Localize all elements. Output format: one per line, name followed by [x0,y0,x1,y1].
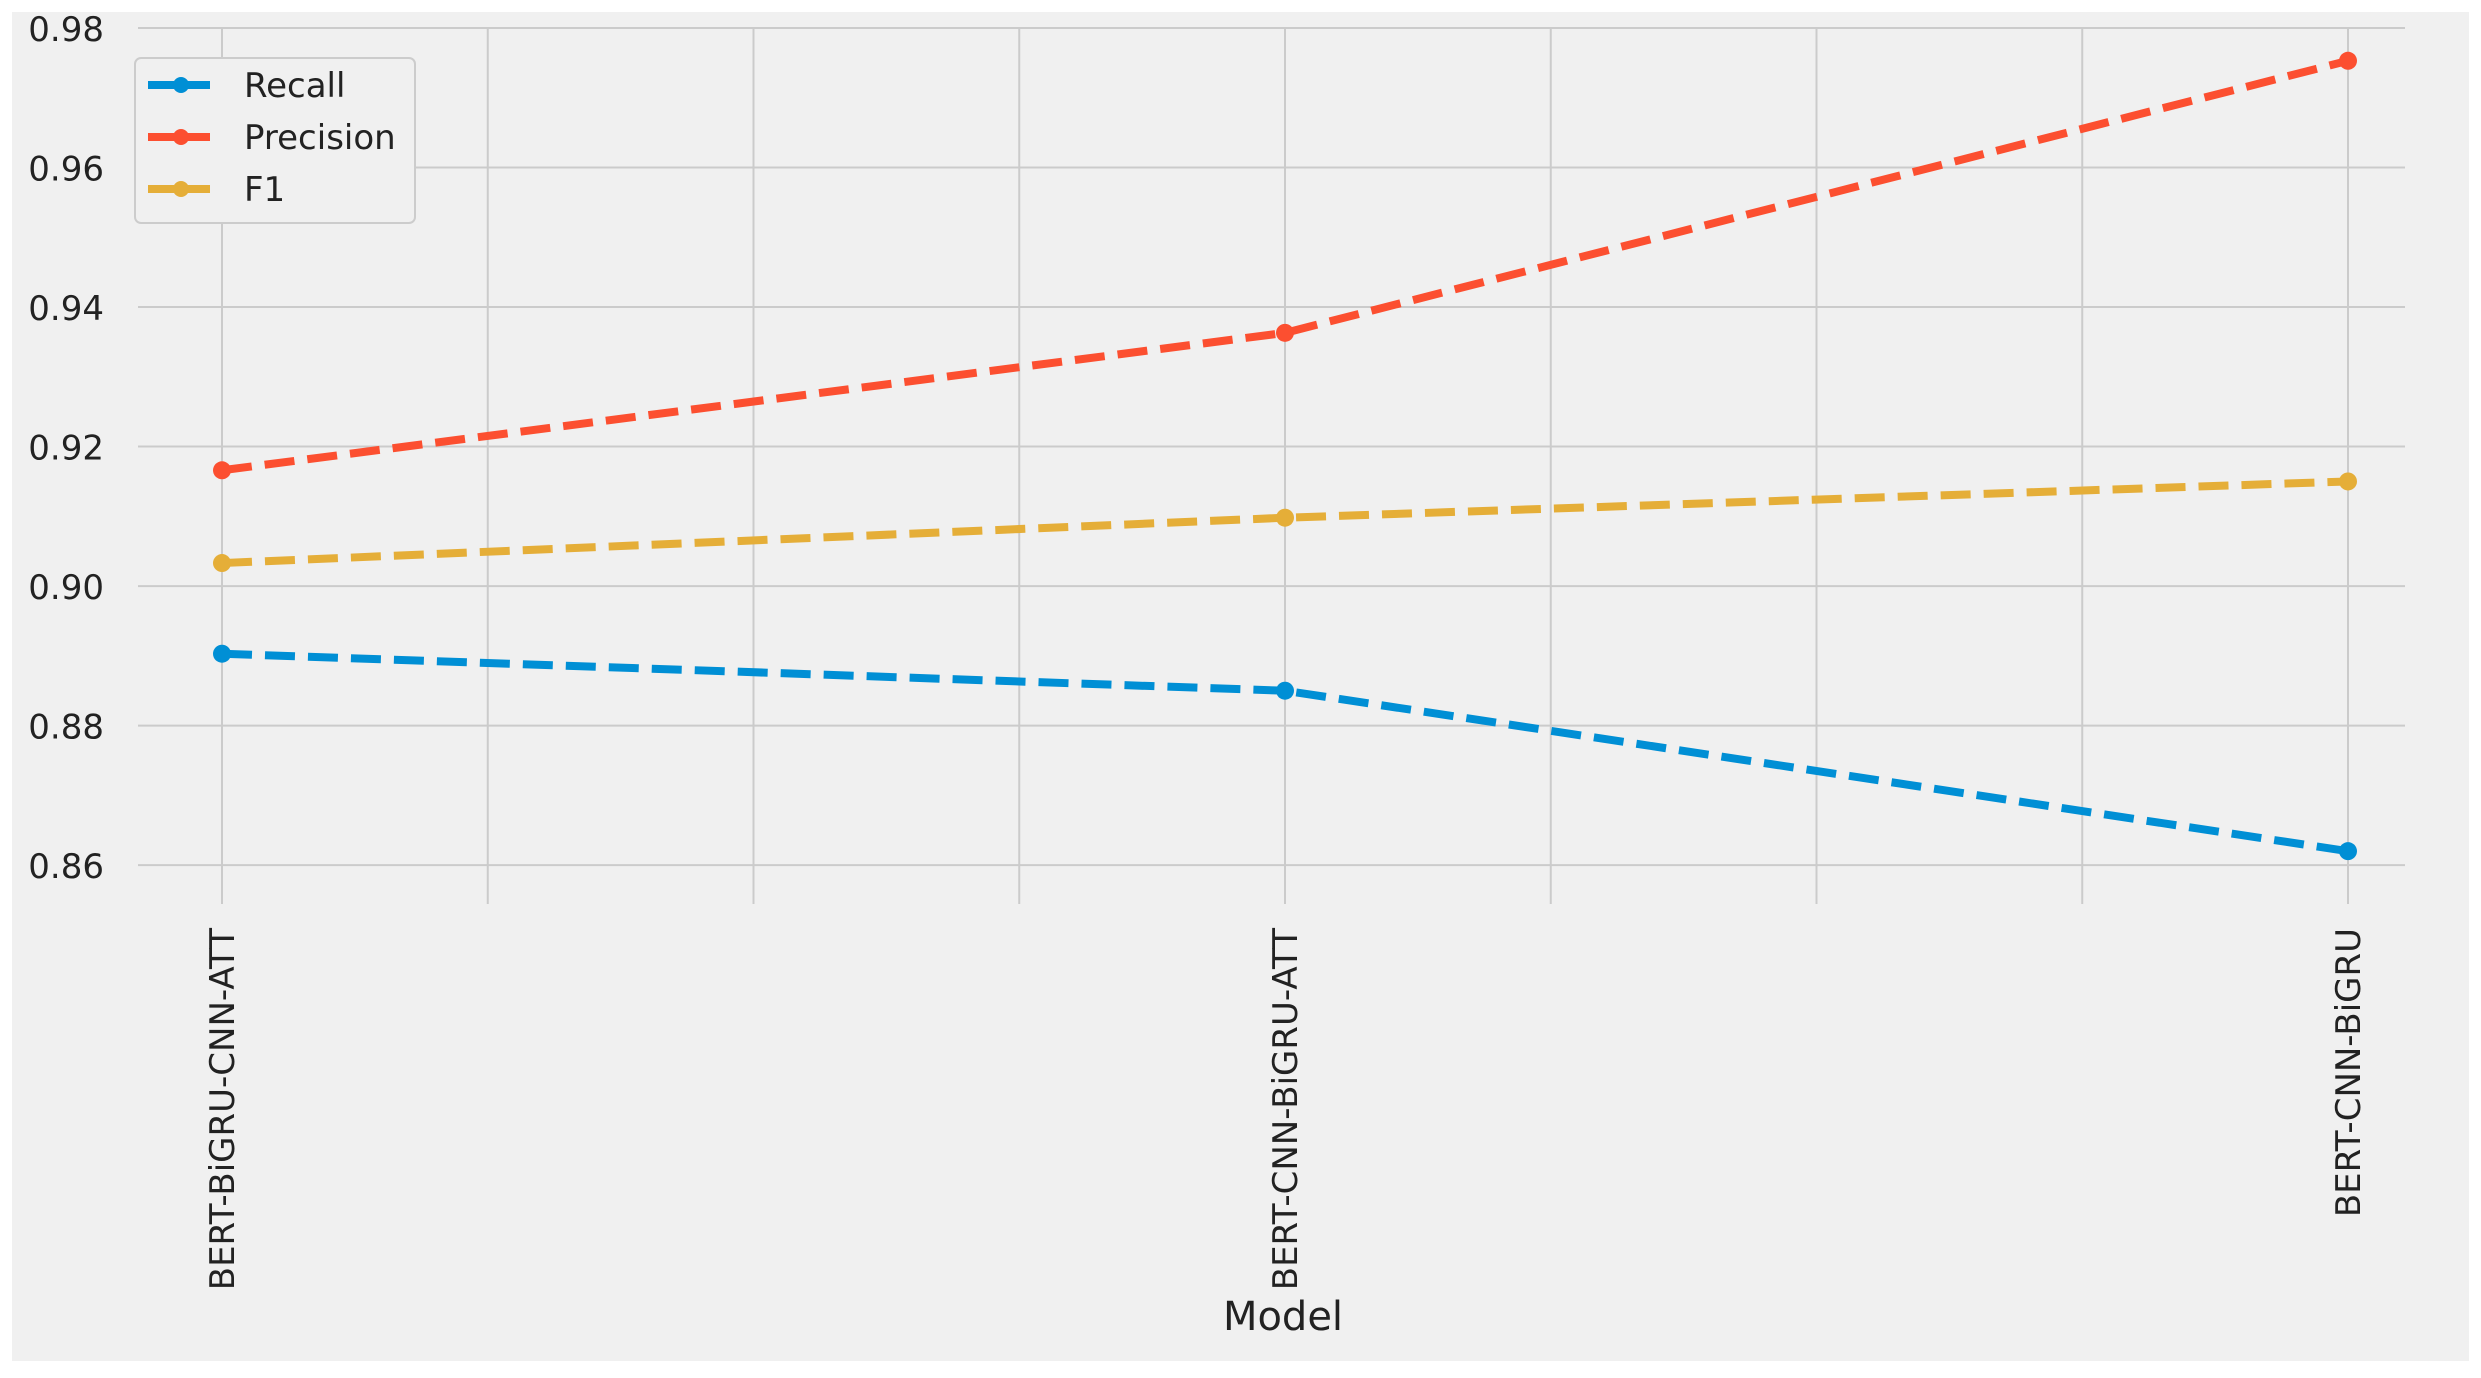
data-point-precision [213,461,231,480]
x-axis-label: Model [1223,1294,1343,1340]
data-point-recall [213,644,231,663]
data-point-recall [2339,842,2357,861]
y-tick-label: 0.94 [28,289,104,329]
series-lines [213,51,2357,861]
legend-marker [173,181,189,197]
legend-marker [173,77,189,93]
data-point-f1 [1276,508,1294,527]
series-line-precision [221,56,2349,475]
y-tick-label: 0.96 [28,150,104,190]
legend: Recall Precision F1 [134,57,416,224]
y-tick-label: 0.92 [28,429,104,469]
y-tick-labels: 0.86 0.88 0.90 0.92 0.94 0.96 0.98 [28,10,104,887]
y-tick-label: 0.86 [28,847,104,887]
legend-label: F1 [244,170,285,210]
figure-panel [12,12,2469,1361]
x-tick-label: BERT-CNN-BiGRU-ATT [1266,928,1306,1290]
legend-entries: Recall Precision F1 [148,66,396,210]
x-tick-label: BERT-BiGRU-CNN-ATT [203,928,243,1290]
y-tick-label: 0.90 [28,568,104,608]
data-point-f1 [2339,472,2357,491]
data-point-f1 [213,554,231,573]
legend-label: Precision [244,118,396,158]
y-tick-label: 0.98 [28,10,104,50]
data-point-precision [2339,51,2357,70]
series-line-recall [221,649,2349,856]
y-tick-label: 0.88 [28,708,104,748]
x-tick-labels: BERT-BiGRU-CNN-ATT BERT-CNN-BiGRU-ATT BERT… [203,928,2369,1290]
data-point-recall [1276,681,1294,700]
series-line-f1 [221,477,2349,568]
data-point-precision [1276,323,1294,342]
legend-label: Recall [244,66,345,106]
x-tick-label: BERT-CNN-BiGRU [2329,928,2369,1217]
legend-marker [173,129,189,145]
legend-box [134,57,416,224]
